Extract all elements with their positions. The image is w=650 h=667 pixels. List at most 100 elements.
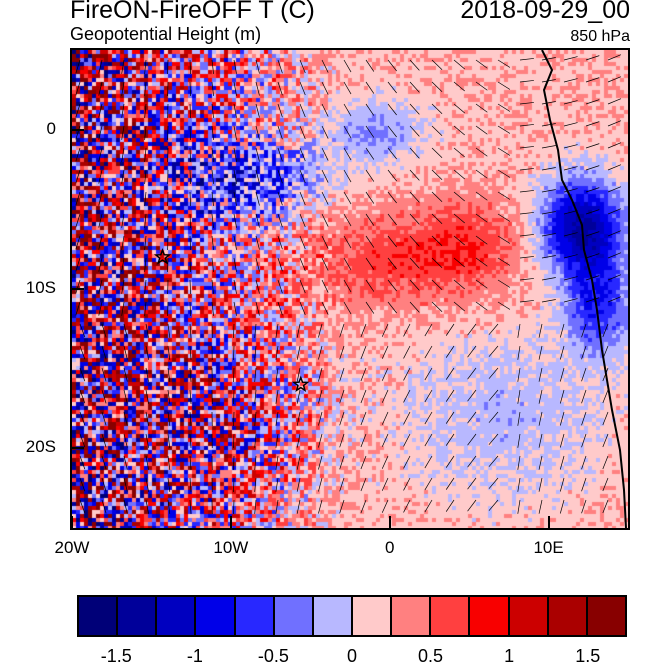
wind-barb [581, 367, 587, 382]
wind-barb [75, 81, 81, 96]
wind-barb [585, 143, 600, 149]
wind-barb [381, 455, 389, 469]
wind-barb [541, 277, 556, 281]
wind-barb [360, 411, 367, 426]
wind-barb [475, 147, 488, 157]
plot-date: 2018-09-29_00 [460, 0, 630, 24]
wind-barb [453, 213, 465, 224]
wind-barb [339, 455, 345, 470]
wind-barb [189, 147, 191, 163]
wind-barb [365, 301, 375, 314]
wind-barb [343, 301, 352, 315]
wind-barb [233, 455, 235, 471]
wind-barb [254, 389, 257, 404]
wind-barb [75, 235, 81, 250]
wind-barb [144, 257, 147, 272]
wind-barb [381, 323, 389, 337]
wind-barb [233, 499, 235, 515]
wind-barb [581, 323, 587, 338]
wind-barb [233, 279, 237, 294]
wind-barb [602, 389, 609, 404]
wind-barb [541, 101, 556, 105]
wind-barb [607, 274, 622, 281]
wind-barb [101, 455, 107, 470]
wind-barb [167, 389, 171, 404]
wind-barb [488, 499, 499, 511]
wind-barb [233, 367, 235, 383]
wind-barb [467, 455, 477, 468]
wind-barb [318, 323, 323, 338]
wind-barb [563, 56, 578, 61]
wind-barb [517, 499, 521, 514]
wind-barb [123, 323, 128, 338]
wind-barb [211, 191, 214, 206]
wind-barb [431, 191, 443, 202]
wind-barb [343, 213, 352, 227]
wind-barb [585, 209, 600, 215]
wind-barb [467, 345, 477, 358]
wind-barb [339, 499, 345, 514]
wind-barb [299, 81, 306, 96]
wind-barb [453, 147, 465, 158]
colorbar-swatch [79, 597, 119, 635]
wind-barb [339, 389, 345, 404]
wind-barb [144, 103, 147, 118]
wind-barb [563, 254, 578, 259]
wind-barb [277, 301, 283, 316]
wind-barb [563, 166, 578, 171]
wind-barb [121, 125, 125, 140]
wind-barb [211, 301, 214, 316]
wind-barb [233, 103, 237, 118]
wind-barb [607, 120, 622, 127]
wind-barb [519, 256, 534, 259]
wind-barb [585, 99, 600, 105]
wind-barb [321, 279, 329, 293]
wind-barb [431, 257, 443, 268]
wind-barb [409, 257, 420, 269]
wind-barb [123, 499, 128, 514]
wind-barb [121, 191, 125, 206]
wind-barb [519, 278, 534, 281]
wind-barb [387, 125, 397, 138]
wind-barb [79, 411, 86, 426]
wind-barb [211, 147, 214, 162]
wind-barb [431, 125, 443, 136]
colorbar-label: -1.5 [100, 646, 132, 666]
wind-barb [167, 433, 171, 448]
wind-barb [343, 191, 352, 205]
wind-barb [453, 191, 465, 202]
wind-barb [431, 213, 443, 224]
wind-barb [121, 257, 125, 272]
wind-barb [299, 235, 306, 250]
wind-barb [445, 433, 455, 446]
wind-barb [123, 455, 128, 470]
wind-barb [254, 455, 257, 470]
wind-barb [538, 389, 543, 404]
wind-barb [387, 279, 397, 292]
wind-barb [365, 103, 375, 116]
wind-barb [403, 433, 411, 447]
wind-barb [453, 125, 465, 136]
wind-barb [497, 301, 511, 310]
wind-barb [517, 345, 521, 360]
wind-barb [360, 345, 367, 360]
wind-barb [101, 345, 107, 360]
wind-barb [517, 389, 521, 404]
wind-barb [343, 279, 352, 293]
wind-barb [299, 147, 306, 162]
wind-barb [387, 59, 397, 72]
wind-barb [475, 279, 488, 289]
wind-barb [409, 169, 420, 181]
wind-barb [189, 455, 192, 470]
wind-barb [275, 345, 279, 360]
wind-barb [275, 367, 279, 382]
wind-barb [585, 231, 600, 237]
wind-barb [453, 169, 465, 180]
colorbar-label: 0 [346, 646, 358, 666]
wind-barb [75, 213, 81, 228]
x-tick-label: 20W [54, 538, 90, 557]
wind-barb [321, 235, 329, 249]
wind-barb [519, 124, 534, 127]
wind-barb [318, 433, 323, 448]
wind-barb [299, 191, 306, 206]
